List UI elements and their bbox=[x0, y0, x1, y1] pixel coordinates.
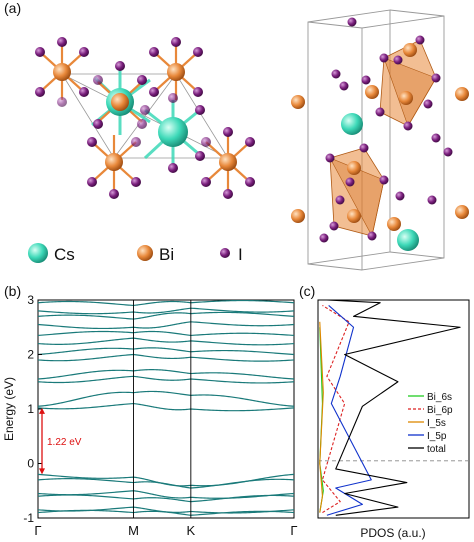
y-tick-label: 3 bbox=[27, 293, 34, 307]
band-line bbox=[37, 375, 295, 384]
panel-b-label: (b) bbox=[4, 283, 22, 299]
y-tick-label: 0 bbox=[27, 457, 34, 471]
pdos-plot-frame bbox=[317, 299, 470, 519]
legend-entry: I_5p bbox=[427, 431, 447, 442]
band-line bbox=[37, 311, 295, 320]
x-tick-label: M bbox=[128, 523, 139, 538]
x-tick-label: Γ bbox=[34, 523, 41, 538]
band-line bbox=[37, 353, 295, 362]
band-line bbox=[37, 330, 295, 337]
x-tick-label: K bbox=[186, 523, 195, 538]
pdos-curve-i-5s bbox=[319, 321, 324, 513]
panel-c-label: (c) bbox=[299, 283, 316, 299]
band-line bbox=[37, 321, 295, 330]
bi-legend-icon bbox=[137, 245, 153, 261]
x-tick-label: Γ bbox=[290, 523, 297, 538]
crystal-unit-cell bbox=[291, 9, 469, 271]
band-line bbox=[37, 490, 295, 499]
band-line bbox=[37, 390, 295, 407]
band-gap-arrowhead-top bbox=[39, 407, 45, 414]
legend-entry: Bi_6s bbox=[427, 392, 452, 403]
band-gap-label: 1.22 eV bbox=[47, 437, 82, 448]
cs-legend-label: Cs bbox=[54, 245, 75, 264]
band-line bbox=[37, 369, 295, 380]
band-lines bbox=[37, 299, 295, 516]
y-tick-label: 2 bbox=[27, 348, 34, 362]
band-structure-plot: -1 0 1 2 3 Γ M K Γ 1.22 eV Energy (eV) bbox=[2, 293, 298, 538]
y-tick-label: 1 bbox=[27, 402, 34, 416]
band-line bbox=[37, 509, 295, 516]
bi-legend-label: Bi bbox=[159, 245, 174, 264]
i-legend-icon bbox=[220, 248, 230, 258]
y-tick-label: -1 bbox=[23, 511, 34, 525]
high-symmetry-lines bbox=[133, 300, 192, 518]
band-line bbox=[37, 478, 295, 489]
panel-a-label: (a) bbox=[4, 0, 22, 16]
band-gap-arrowhead-bottom bbox=[39, 468, 45, 475]
bi-octahedron-lower bbox=[325, 143, 389, 241]
pdos-axis-label: PDOS (a.u.) bbox=[360, 526, 425, 540]
atom-legend: Cs Bi I bbox=[28, 243, 243, 264]
crystal-top-view bbox=[35, 37, 255, 199]
i-legend-label: I bbox=[238, 245, 243, 264]
band-line bbox=[37, 402, 295, 412]
pdos-curve-total bbox=[326, 299, 461, 516]
band-line bbox=[37, 347, 295, 356]
band-line bbox=[37, 494, 295, 503]
energy-axis-label: Energy (eV) bbox=[2, 377, 16, 441]
pdos-curve-i-5p bbox=[326, 305, 372, 516]
legend-entry: total bbox=[427, 444, 446, 455]
legend-entry: I_5s bbox=[427, 418, 446, 429]
legend-entry: Bi_6p bbox=[427, 405, 453, 416]
band-line bbox=[37, 307, 295, 315]
band-line bbox=[37, 299, 295, 307]
band-line bbox=[37, 337, 295, 346]
band-y-ticks: -1 0 1 2 3 bbox=[23, 293, 42, 525]
band-gap-marker: 1.22 eV bbox=[39, 407, 82, 475]
pdos-curves bbox=[319, 299, 461, 516]
pdos-curve-bi-6p bbox=[321, 304, 350, 514]
bi-octahedron-upper bbox=[375, 35, 441, 131]
cs-legend-icon bbox=[28, 243, 48, 263]
